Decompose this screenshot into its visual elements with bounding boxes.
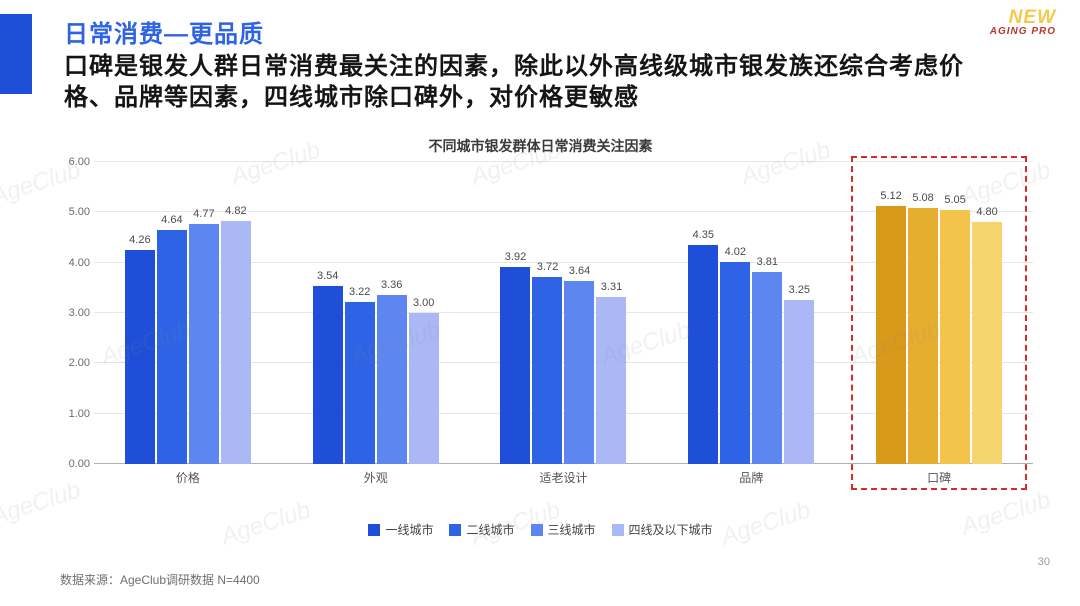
page-number: 30 [1038,556,1050,568]
bar: 3.22 [345,302,375,464]
chart: 不同城市银发群体日常消费关注因素 0.00 1.00 2.00 3.00 4.00 5.0… [48,136,1033,516]
bar-value: 3.31 [601,281,622,293]
legend-item: 三线城市 [531,521,596,538]
x-label: 价格 [94,469,282,486]
bar: 5.12 [876,206,906,464]
bar: 4.02 [720,262,750,464]
chart-plot: 0.001.002.003.004.005.006.00 4.264.644.7… [48,162,1033,492]
bar-value: 3.00 [413,297,434,309]
x-label: 品牌 [657,469,845,486]
bar-group: 3.923.723.643.31 [470,162,658,464]
brand-logo: NEW AGING PRO [990,8,1056,37]
legend-swatch [612,524,624,536]
legend-swatch [449,524,461,536]
logo-bottom: AGING PRO [990,27,1056,37]
bar-value: 3.81 [757,256,778,268]
bar-value: 3.64 [569,265,590,277]
slide-subtitle: 口碑是银发人群日常消费最关注的因素，除此以外高线级城市银发族还综合考虑价格、品牌… [64,51,970,113]
legend-swatch [368,524,380,536]
y-tick: 2.00 [69,357,90,369]
bar-value: 5.05 [944,194,965,206]
legend-label: 四线及以下城市 [629,521,713,538]
bar-value: 3.92 [505,251,526,263]
x-label: 口碑 [845,469,1033,486]
legend-item: 四线及以下城市 [612,521,713,538]
y-tick: 6.00 [69,156,90,168]
bar: 3.64 [564,281,594,464]
bar-value: 3.36 [381,279,402,291]
legend-label: 一线城市 [385,521,433,538]
bar: 4.35 [688,245,718,464]
bar: 3.72 [532,277,562,464]
bar: 4.26 [125,250,155,464]
bar: 4.80 [972,222,1002,464]
bar-value: 5.08 [912,192,933,204]
accent-bar [0,14,32,94]
bar-group: 4.354.023.813.25 [657,162,845,464]
bar-value: 4.02 [725,246,746,258]
bar: 4.77 [189,224,219,464]
bar-value: 4.77 [193,208,214,220]
bar-group: 3.543.223.363.00 [282,162,470,464]
bar-value: 4.35 [693,229,714,241]
data-source: 数据来源：AgeClub调研数据 N=4400 [60,571,260,588]
header: 日常消费—更品质 口碑是银发人群日常消费最关注的因素，除此以外高线级城市银发族还… [64,14,970,113]
bar: 3.25 [784,300,814,464]
y-tick: 4.00 [69,257,90,269]
bar-value: 3.22 [349,286,370,298]
x-labels: 价格外观适老设计品牌口碑 [94,469,1033,486]
y-tick: 3.00 [69,307,90,319]
bar-value: 3.72 [537,261,558,273]
bar-value: 4.64 [161,214,182,226]
bar: 3.31 [596,297,626,464]
bar-value: 4.82 [225,205,246,217]
bar-value: 4.80 [976,206,997,218]
x-label: 适老设计 [470,469,658,486]
bar: 3.92 [500,267,530,464]
chart-title: 不同城市银发群体日常消费关注因素 [48,136,1033,156]
bar: 3.54 [313,286,343,464]
bar-value: 4.26 [129,234,150,246]
legend-swatch [531,524,543,536]
y-tick: 1.00 [69,408,90,420]
bar-group: 4.264.644.774.82 [94,162,282,464]
legend-label: 二线城市 [466,521,514,538]
bar: 4.64 [157,230,187,464]
slide-title: 日常消费—更品质 [64,14,970,49]
bar: 3.81 [752,272,782,464]
bar: 3.00 [409,313,439,464]
bar-value: 3.25 [789,284,810,296]
legend-item: 二线城市 [449,521,514,538]
bar: 5.05 [940,210,970,464]
logo-top: NEW [990,8,1056,27]
bar-group: 5.125.085.054.80 [845,162,1033,464]
bar: 5.08 [908,208,938,464]
x-label: 外观 [282,469,470,486]
legend-label: 三线城市 [548,521,596,538]
bar: 4.82 [221,221,251,464]
y-tick: 5.00 [69,206,90,218]
bar-groups: 4.264.644.774.823.543.223.363.003.923.72… [94,162,1033,464]
bar-value: 5.12 [880,190,901,202]
legend-item: 一线城市 [368,521,433,538]
y-axis: 0.001.002.003.004.005.006.00 [48,162,94,464]
bar-value: 3.54 [317,270,338,282]
bar: 3.36 [377,295,407,464]
y-tick: 0.00 [69,458,90,470]
legend: 一线城市 二线城市 三线城市 四线及以下城市 [48,521,1033,538]
